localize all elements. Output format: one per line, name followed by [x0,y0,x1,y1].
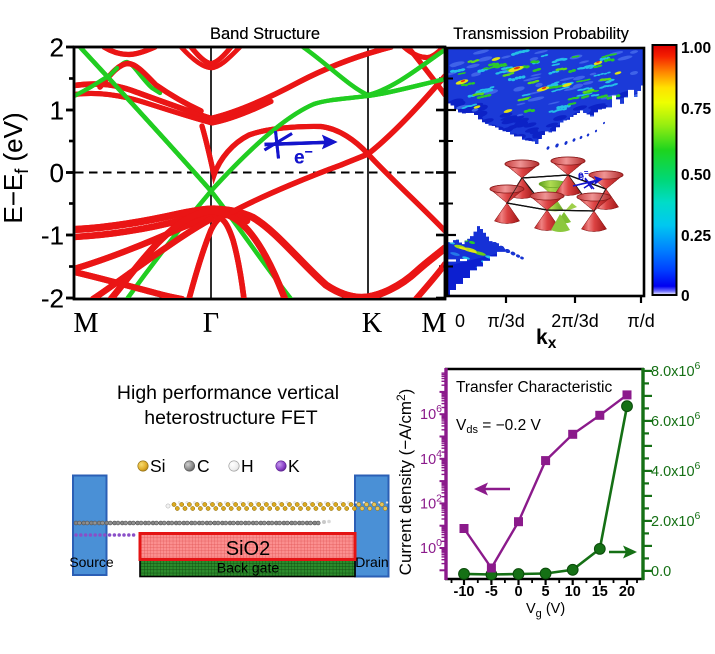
svg-text:Transfer Characteristic: Transfer Characteristic [456,379,612,396]
svg-text:-1: -1 [41,220,64,250]
svg-text:π/3d: π/3d [487,311,524,331]
svg-text:0: 0 [681,288,690,305]
svg-text:M: M [422,308,447,339]
svg-text:High performance vertical: High performance vertical [117,382,339,404]
svg-text:Current density (−A/cm2): Current density (−A/cm2) [394,389,415,576]
svg-text:1.00: 1.00 [681,40,711,57]
svg-text:H: H [241,456,254,476]
svg-text:heterostructure FET: heterostructure FET [144,407,317,429]
svg-text:4.0x106: 4.0x106 [651,460,701,480]
svg-text:E−Ef (eV): E−Ef (eV) [0,112,32,223]
svg-text:-10: -10 [454,584,475,600]
svg-text:-5: -5 [485,584,498,600]
svg-text:-2: -2 [41,283,64,313]
svg-text:0.50: 0.50 [681,167,711,184]
svg-text:M: M [74,308,99,339]
svg-text:8.0x106: 8.0x106 [651,360,701,380]
svg-text:M: M [74,308,99,339]
svg-text:Si: Si [150,456,166,476]
svg-text:Drain: Drain [355,554,388,570]
svg-text:1: 1 [50,95,64,125]
svg-text:e−: e− [578,167,589,181]
svg-text:0: 0 [455,311,465,331]
svg-text:SiO2: SiO2 [226,538,270,560]
svg-text:π/d: π/d [627,311,654,331]
svg-text:Transmission Probability: Transmission Probability [453,25,630,43]
svg-text:-2: -2 [41,283,64,313]
svg-text:Source: Source [69,554,114,570]
svg-text:0: 0 [514,584,522,600]
svg-text:10: 10 [565,584,581,600]
svg-text:0.25: 0.25 [681,228,712,245]
svg-text:K: K [288,456,300,476]
svg-text:0.75: 0.75 [681,101,712,118]
svg-text:15: 15 [592,584,608,600]
svg-text:Γ: Γ [203,308,219,339]
svg-text:Band Structure: Band Structure [210,25,320,43]
svg-text:K: K [362,308,382,339]
svg-text:2.0x106: 2.0x106 [651,510,701,530]
svg-text:-1: -1 [41,220,64,250]
svg-text:2: 2 [50,32,64,62]
svg-text:Transmission Probability: Transmission Probability [453,25,630,43]
svg-text:K: K [362,308,382,339]
svg-text:0.0: 0.0 [651,564,671,580]
svg-text:e−: e− [578,169,589,183]
svg-text:6.0x106: 6.0x106 [651,410,701,430]
svg-text:0: 0 [50,158,64,188]
svg-text:1: 1 [50,95,64,125]
svg-text:M: M [422,308,447,339]
svg-text:2π/3d: 2π/3d [551,311,598,331]
svg-text:Back gate: Back gate [217,560,279,576]
svg-text:20: 20 [619,584,635,600]
svg-text:E−Ef (eV): E−Ef (eV) [0,112,32,223]
svg-text:C: C [197,456,210,476]
svg-text:0: 0 [50,158,64,188]
svg-text:Γ: Γ [203,308,219,339]
svg-text:2: 2 [50,32,64,62]
svg-text:Vds = −0.2 V: Vds = −0.2 V [456,417,542,436]
svg-text:Band Structure: Band Structure [210,25,320,43]
svg-text:5: 5 [542,584,550,600]
